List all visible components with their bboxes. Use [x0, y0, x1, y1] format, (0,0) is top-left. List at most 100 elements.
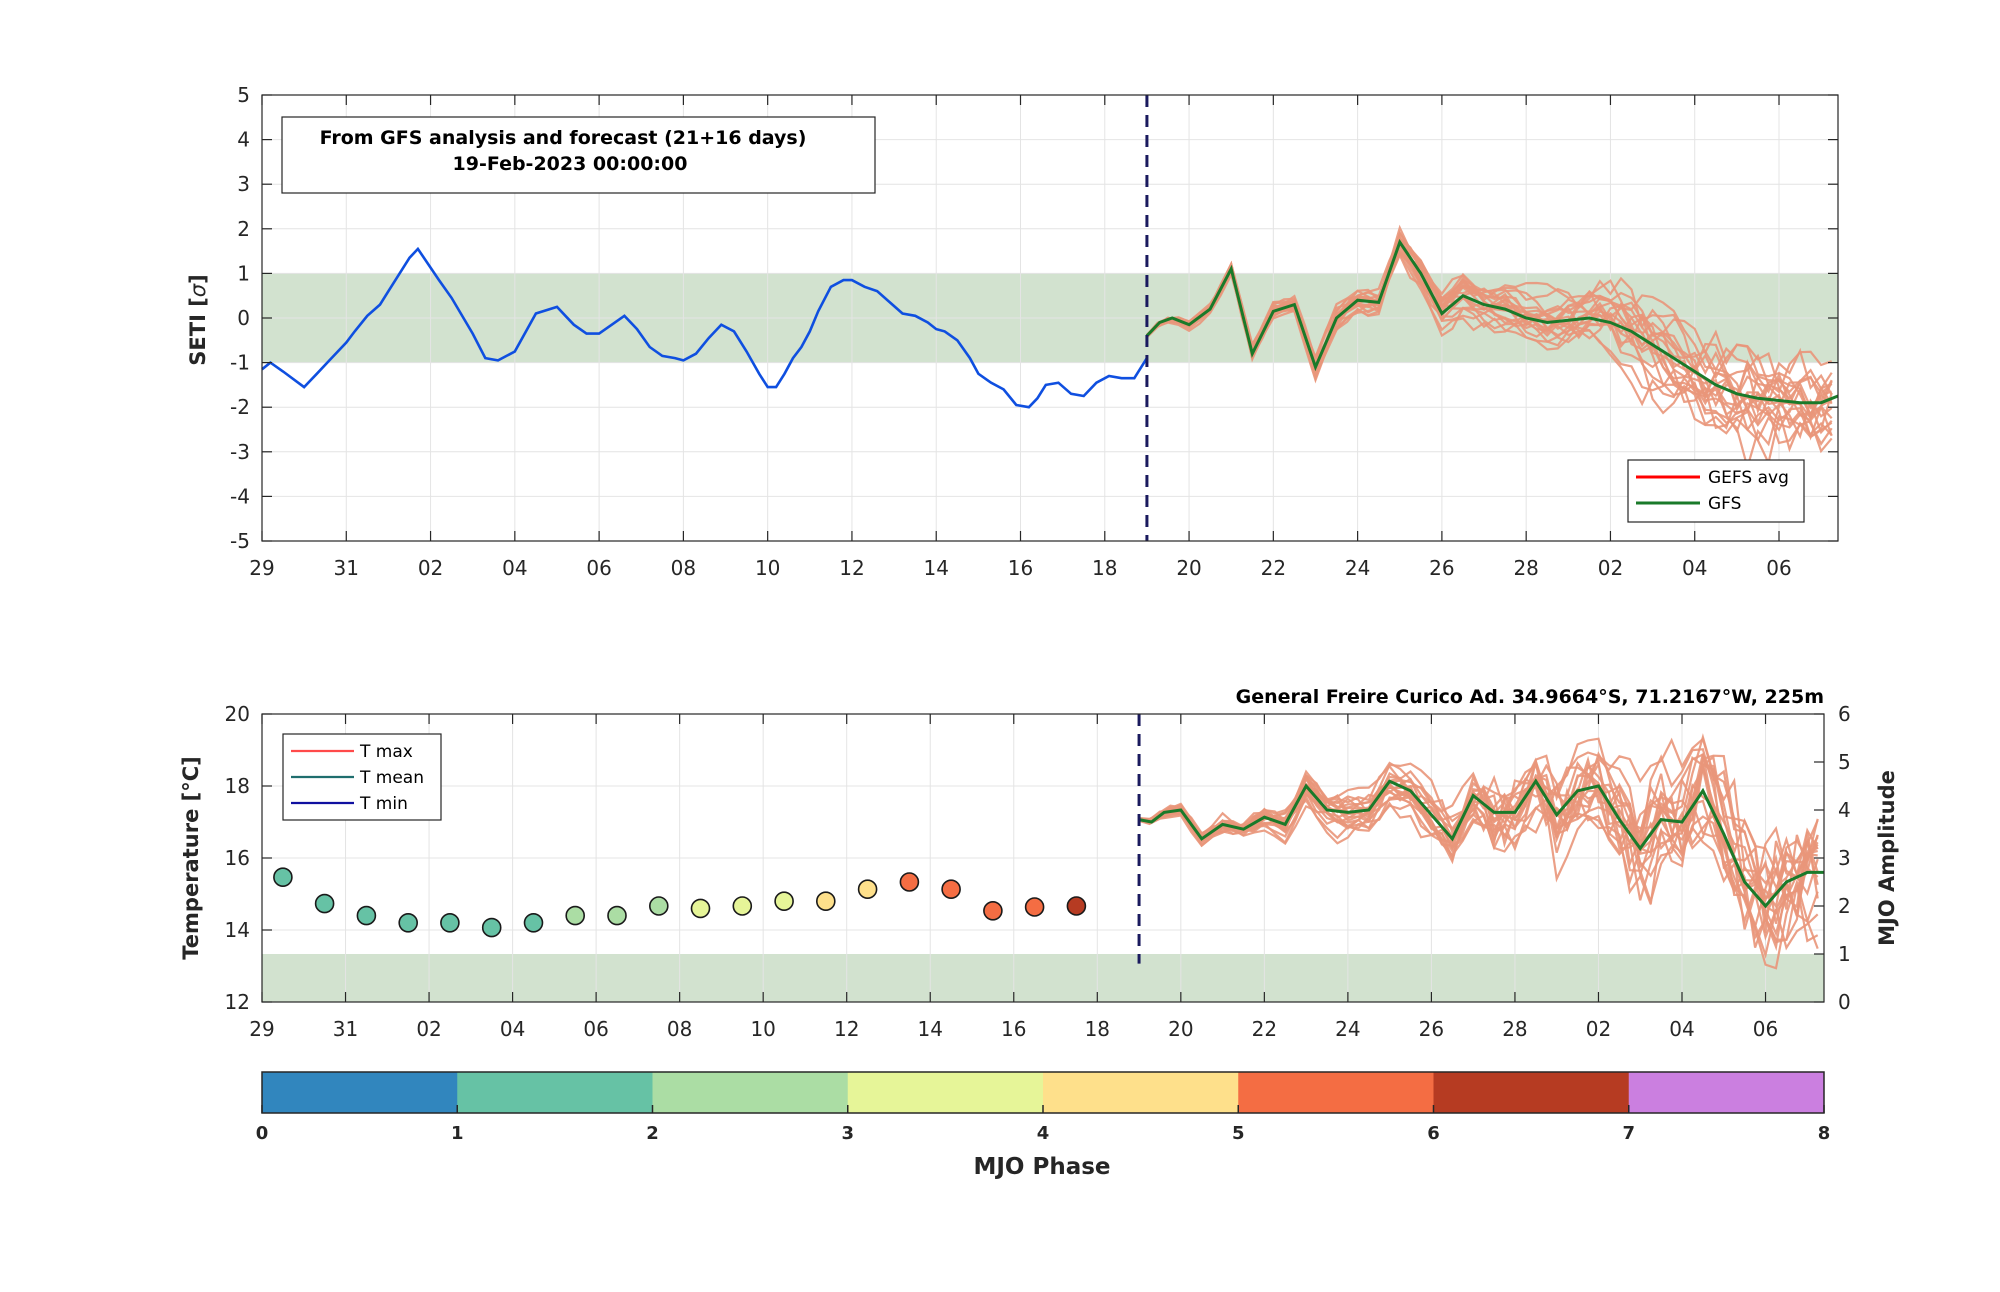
- info-line-2: 19-Feb-2023 00:00:00: [453, 153, 688, 175]
- y-tick-label: 0: [237, 306, 250, 330]
- y-tick-label: -3: [230, 440, 250, 464]
- colorbar-tick-label: 0: [256, 1123, 269, 1144]
- colorbar-segment: [1043, 1072, 1239, 1113]
- top-y-axis: -5 -4 -3 -2 -1 0 1 2 3 4 5: [230, 83, 1838, 553]
- y-tick-label: 1: [237, 261, 250, 285]
- mjo-point: [1066, 896, 1087, 916]
- mjo-point: [1024, 897, 1045, 917]
- colorbar-segment: [457, 1072, 653, 1113]
- bottom-ensemble-lines: [1138, 733, 1819, 970]
- x-tick-label: 24: [1335, 1017, 1360, 1041]
- mjo-point: [481, 917, 502, 938]
- y-tick-label: -4: [230, 484, 250, 508]
- colorbar-segments: [262, 1072, 1825, 1113]
- bottom-gfs-line: [1138, 778, 1824, 909]
- top-y-label: SETI [σ]: [186, 274, 210, 365]
- y-tick-label: 14: [225, 918, 250, 942]
- x-tick-label: 06: [1753, 1017, 1778, 1041]
- y-tick-label: -5: [230, 529, 250, 553]
- y-tick-label: 5: [1838, 750, 1851, 774]
- x-tick-label: 02: [418, 556, 443, 580]
- ensemble-member-line: [1138, 763, 1819, 924]
- info-line-1: From GFS analysis and forecast (21+16 da…: [320, 127, 807, 149]
- mjo-point: [607, 905, 627, 926]
- y-tick-label: 5: [237, 83, 250, 107]
- colorbar-segment: [262, 1072, 458, 1113]
- x-tick-label: 04: [1669, 1017, 1694, 1041]
- mjo-points: [273, 867, 1087, 938]
- mjo-point: [774, 891, 794, 912]
- legend-tmin-label: T min: [359, 794, 408, 814]
- bottom-right-y-axis: 0 1 2 3 4 5 6: [1814, 702, 1851, 1014]
- mjo-point: [273, 867, 293, 888]
- y-tick-label: 2: [237, 217, 250, 241]
- colorbar-tick-label: 4: [1037, 1123, 1050, 1144]
- y-tick-label: 12: [225, 990, 250, 1014]
- mjo-point: [440, 912, 460, 933]
- x-tick-label: 26: [1419, 1017, 1444, 1041]
- bottom-y-label-left: Temperature [°C]: [179, 756, 203, 959]
- x-tick-label: 26: [1429, 556, 1454, 580]
- legend-gefs-avg-label: GEFS avg: [1708, 468, 1789, 488]
- colorbar-tick-label: 6: [1427, 1123, 1440, 1144]
- ensemble-member-line: [1138, 753, 1818, 944]
- mjo-point: [899, 872, 920, 892]
- y-tick-label: 1: [1838, 942, 1851, 966]
- colorbar-ticks: 0 1 2 3 4 5 6 7 8: [256, 1105, 1831, 1144]
- colorbar-segment: [1628, 1072, 1825, 1113]
- y-tick-label: -1: [230, 351, 250, 375]
- mjo-point: [356, 905, 377, 926]
- colorbar-segment: [1238, 1072, 1434, 1113]
- top-chart: 29 31 02 04 06 08 10 12 14 16 18 20 22 24 26 28 02 04 06 -…: [186, 83, 1839, 580]
- x-tick-label: 08: [667, 1017, 692, 1041]
- colorbar-tick-label: 1: [451, 1123, 464, 1144]
- mjo-point: [565, 905, 586, 926]
- y-tick-label: 3: [237, 172, 250, 196]
- colorbar-tick-label: 7: [1622, 1123, 1635, 1144]
- colorbar-tick-label: 2: [646, 1123, 659, 1144]
- colorbar-tick-label: 8: [1818, 1123, 1831, 1144]
- x-tick-label: 02: [1586, 1017, 1611, 1041]
- mjo-point: [941, 879, 961, 900]
- mjo-point: [398, 912, 419, 933]
- station-title: General Freire Curico Ad. 34.9664°S, 71.…: [1236, 686, 1824, 708]
- bottom-x-axis: 29 31 02 04 06 08 10 12 14 16 18 20 22 24 26 28 02 04 06: [249, 714, 1778, 1041]
- y-tick-label: 6: [1838, 702, 1851, 726]
- y-tick-label: 0: [1838, 990, 1851, 1014]
- y-tick-label: 4: [1838, 798, 1851, 822]
- x-tick-label: 06: [1766, 556, 1791, 580]
- x-tick-label: 02: [416, 1017, 441, 1041]
- x-tick-label: 14: [918, 1017, 943, 1041]
- legend-tmax-label: T max: [359, 742, 413, 762]
- x-tick-label: 04: [502, 556, 527, 580]
- y-tick-label: 20: [225, 702, 250, 726]
- x-tick-label: 24: [1345, 556, 1370, 580]
- x-tick-label: 29: [249, 1017, 274, 1041]
- x-tick-label: 29: [249, 556, 274, 580]
- x-tick-label: 06: [586, 556, 611, 580]
- x-tick-label: 18: [1085, 1017, 1110, 1041]
- bottom-amplitude-band: [262, 954, 1824, 1002]
- bottom-y-label-right: MJO Amplitude: [1875, 770, 1899, 946]
- top-analysis-line: [261, 246, 1149, 409]
- ensemble-member-line: [1146, 242, 1833, 415]
- x-tick-label: 06: [583, 1017, 608, 1041]
- mjo-point: [314, 893, 335, 914]
- x-tick-label: 28: [1513, 556, 1538, 580]
- x-tick-label: 10: [755, 556, 780, 580]
- x-tick-label: 22: [1261, 556, 1286, 580]
- y-tick-label: -2: [230, 395, 250, 419]
- ensemble-member-line: [1139, 773, 1819, 952]
- mjo-point: [690, 898, 711, 919]
- x-tick-label: 04: [1682, 556, 1707, 580]
- mjo-point: [732, 896, 753, 916]
- x-tick-label: 31: [333, 1017, 358, 1041]
- info-box: From GFS analysis and forecast (21+16 da…: [281, 116, 876, 194]
- x-tick-label: 16: [1008, 556, 1033, 580]
- mjo-point: [983, 900, 1003, 921]
- mjo-point: [857, 879, 878, 900]
- x-tick-label: 14: [923, 556, 948, 580]
- colorbar-tick-label: 5: [1232, 1123, 1245, 1144]
- x-tick-label: 12: [834, 1017, 859, 1041]
